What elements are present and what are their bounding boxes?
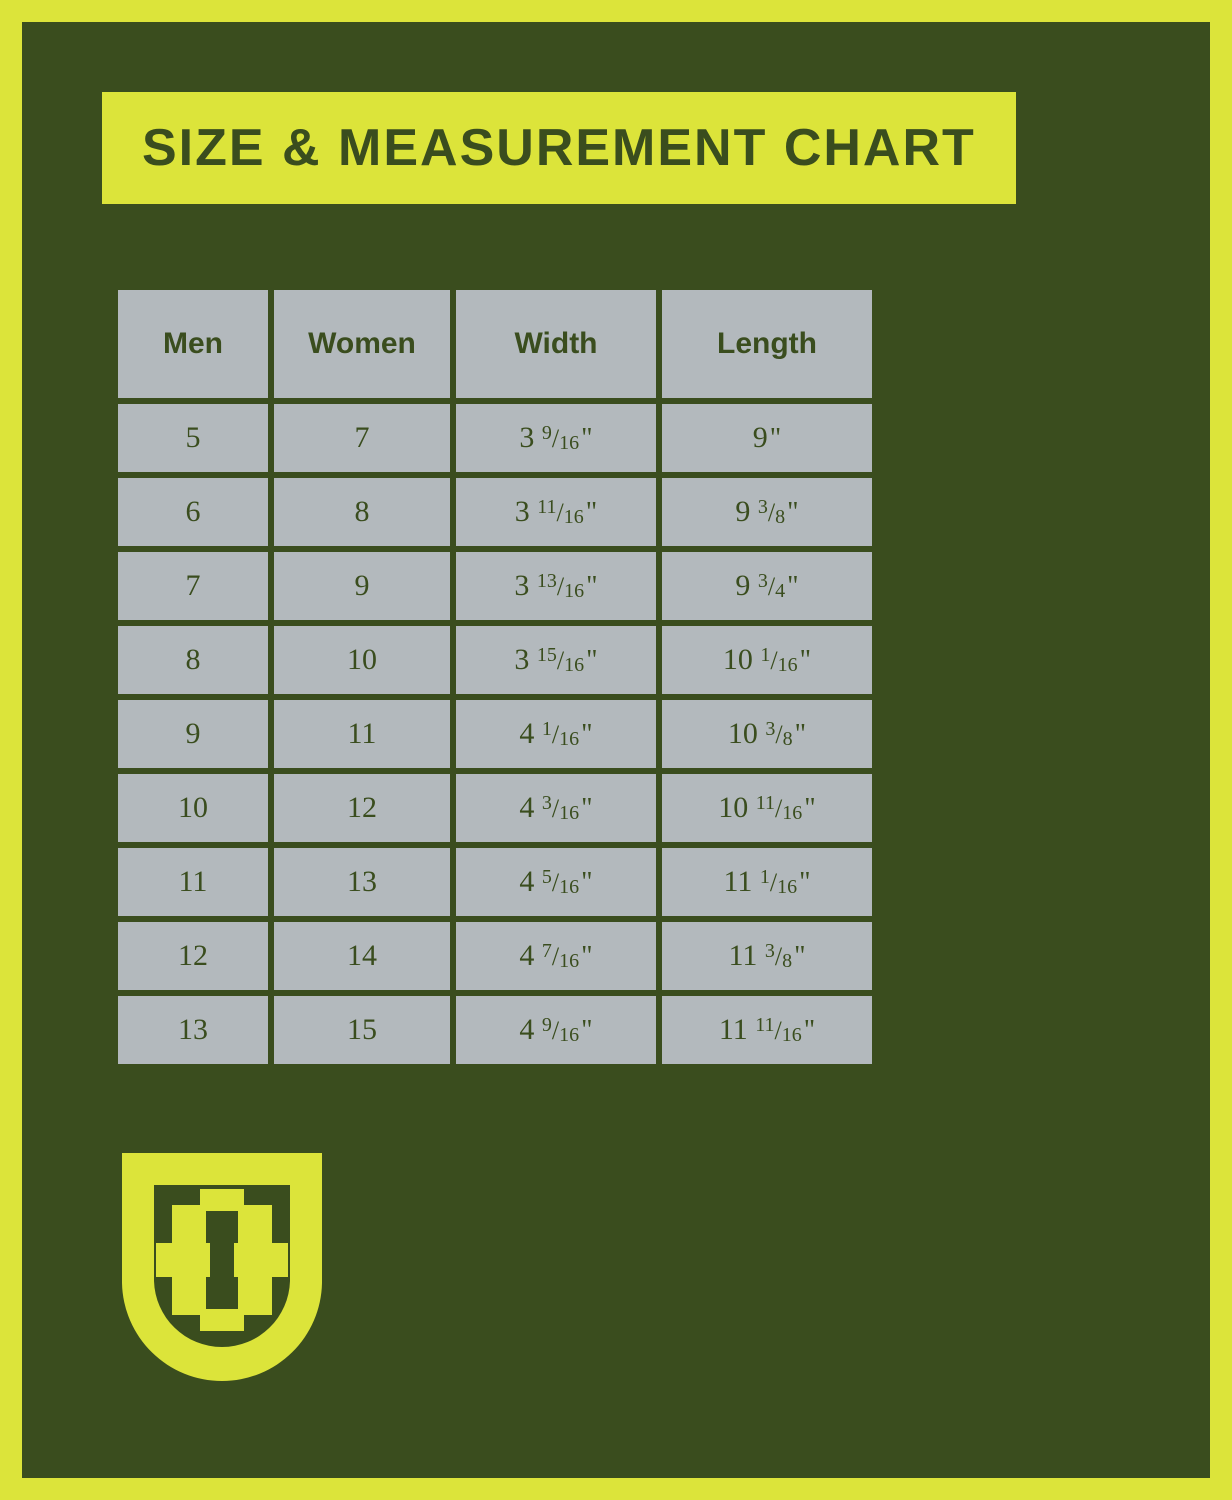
cell-women: 10 [274, 626, 450, 694]
chart-title: SIZE & MEASUREMENT CHART [142, 118, 976, 178]
cell-men: 7 [118, 552, 268, 620]
table-row: 13154 9/16"11 11/16" [118, 996, 872, 1064]
table-row: 573 9/16"9" [118, 404, 872, 472]
cell-length: 11 11/16" [662, 996, 872, 1064]
title-bar: SIZE & MEASUREMENT CHART [102, 92, 1016, 204]
cell-men: 8 [118, 626, 268, 694]
cell-women: 11 [274, 700, 450, 768]
brand-logo [112, 1143, 332, 1388]
cell-width: 4 1/16" [456, 700, 656, 768]
table-row: 793 13/16"9 3/4" [118, 552, 872, 620]
cell-length: 11 1/16" [662, 848, 872, 916]
cell-width: 4 3/16" [456, 774, 656, 842]
cell-men: 6 [118, 478, 268, 546]
cell-length: 10 11/16" [662, 774, 872, 842]
cell-width: 3 9/16" [456, 404, 656, 472]
col-header-length: Length [662, 290, 872, 398]
cell-men: 11 [118, 848, 268, 916]
cell-women: 14 [274, 922, 450, 990]
table-row: 683 11/16"9 3/8" [118, 478, 872, 546]
cell-women: 15 [274, 996, 450, 1064]
cell-length: 10 3/8" [662, 700, 872, 768]
cell-men: 9 [118, 700, 268, 768]
cell-width: 4 5/16" [456, 848, 656, 916]
cell-men: 12 [118, 922, 268, 990]
cell-length: 9 3/8" [662, 478, 872, 546]
page-border: SIZE & MEASUREMENT CHART Men Women Width… [0, 0, 1232, 1500]
table-header-row: Men Women Width Length [118, 290, 872, 398]
page-body: SIZE & MEASUREMENT CHART Men Women Width… [22, 22, 1210, 1478]
cell-men: 5 [118, 404, 268, 472]
cell-length: 9" [662, 404, 872, 472]
size-table: Men Women Width Length 573 9/16"9"683 11… [112, 284, 878, 1070]
cell-men: 13 [118, 996, 268, 1064]
cell-women: 12 [274, 774, 450, 842]
table-row: 10124 3/16"10 11/16" [118, 774, 872, 842]
cell-women: 13 [274, 848, 450, 916]
cell-women: 7 [274, 404, 450, 472]
cell-length: 11 3/8" [662, 922, 872, 990]
cell-men: 10 [118, 774, 268, 842]
table-row: 11134 5/16"11 1/16" [118, 848, 872, 916]
col-header-women: Women [274, 290, 450, 398]
cell-width: 3 15/16" [456, 626, 656, 694]
col-header-width: Width [456, 290, 656, 398]
col-header-men: Men [118, 290, 268, 398]
cell-women: 9 [274, 552, 450, 620]
cell-width: 4 7/16" [456, 922, 656, 990]
cell-women: 8 [274, 478, 450, 546]
cell-width: 3 13/16" [456, 552, 656, 620]
table-row: 9114 1/16"10 3/8" [118, 700, 872, 768]
cell-length: 10 1/16" [662, 626, 872, 694]
table-row: 12144 7/16"11 3/8" [118, 922, 872, 990]
cell-width: 4 9/16" [456, 996, 656, 1064]
cell-length: 9 3/4" [662, 552, 872, 620]
cell-width: 3 11/16" [456, 478, 656, 546]
table-row: 8103 15/16"10 1/16" [118, 626, 872, 694]
